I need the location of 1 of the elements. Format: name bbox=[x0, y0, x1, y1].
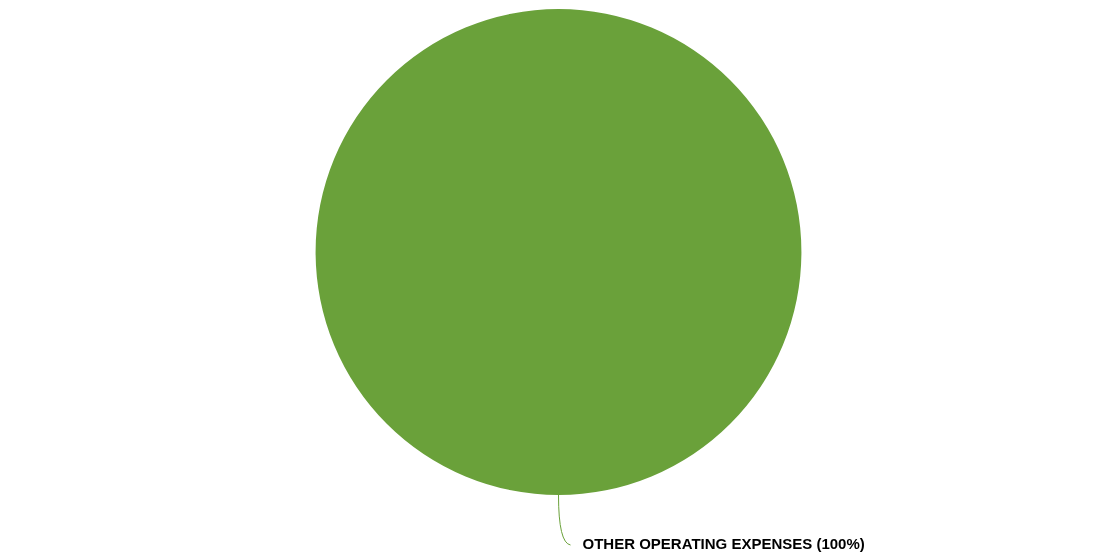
slice-label: OTHER OPERATING EXPENSES (100%) bbox=[582, 535, 865, 553]
